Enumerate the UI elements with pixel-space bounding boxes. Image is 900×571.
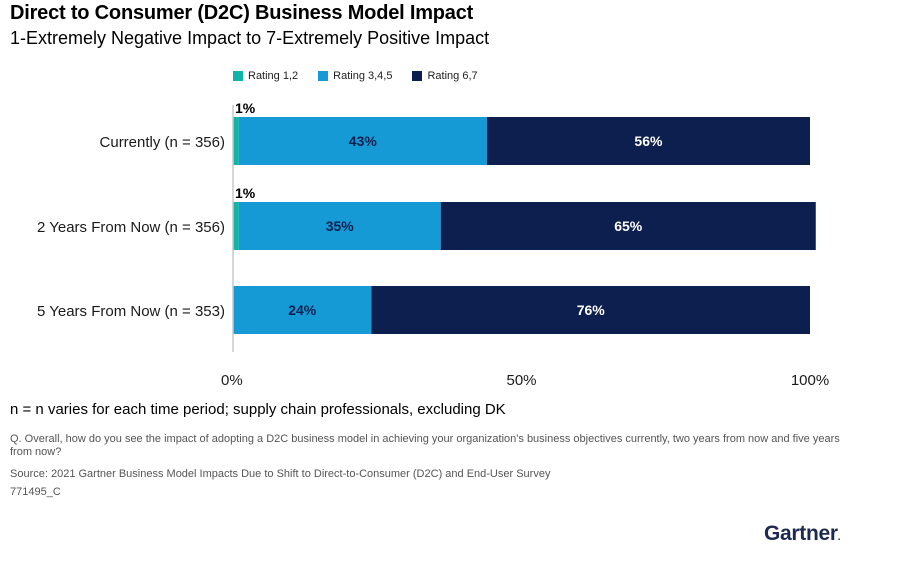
gartner-logo-text: Gartner bbox=[764, 522, 838, 545]
x-tick-label: 50% bbox=[506, 372, 536, 389]
legend-item-rating-6-7: Rating 6,7 bbox=[412, 70, 478, 82]
legend-swatch-rating-3-4-5 bbox=[318, 71, 329, 81]
category-label: Currently (n = 356) bbox=[100, 134, 225, 151]
legend-swatch-rating-1-2 bbox=[233, 71, 243, 81]
category-label: 2 Years From Now (n = 356) bbox=[37, 219, 225, 236]
survey-question: Q. Overall, how do you see the impact of… bbox=[10, 433, 840, 458]
bar-segment bbox=[486, 117, 810, 165]
source-note: Source: 2021 Gartner Business Model Impa… bbox=[10, 468, 551, 480]
sample-note: n = n varies for each time period; suppl… bbox=[10, 401, 506, 418]
bar-segment bbox=[238, 202, 441, 250]
document-id: 771495_C bbox=[10, 486, 61, 498]
legend-label-rating-3-4-5: Rating 3,4,5 bbox=[333, 70, 393, 82]
bar-segment bbox=[233, 202, 239, 250]
legend-item-rating-1-2: Rating 1,2 bbox=[233, 70, 298, 82]
legend-swatch-rating-6-7 bbox=[412, 71, 423, 81]
bar-segment bbox=[440, 202, 816, 250]
data-label: 43% bbox=[349, 133, 378, 149]
bar-segment bbox=[371, 286, 810, 334]
stacked-bar-chart: Currently (n = 356) 1% 43% 56% 2 Years From … bbox=[37, 100, 829, 389]
gartner-logo-mark: . bbox=[837, 532, 841, 543]
bar-segment bbox=[233, 117, 239, 165]
data-label: 1% bbox=[235, 100, 256, 116]
legend-label-rating-1-2: Rating 1,2 bbox=[248, 70, 299, 82]
legend: Rating 1,2 Rating 3,4,5 Rating 6,7 bbox=[233, 70, 478, 82]
data-label: 56% bbox=[634, 133, 663, 149]
chart-title: Direct to Consumer (D2C) Business Model … bbox=[10, 2, 474, 24]
chart-subtitle: 1-Extremely Negative Impact to 7-Extreme… bbox=[10, 28, 490, 48]
data-label: 24% bbox=[288, 302, 317, 318]
bar-segment bbox=[233, 286, 372, 334]
legend-item-rating-3-4-5: Rating 3,4,5 bbox=[318, 70, 392, 82]
data-label: 76% bbox=[577, 302, 606, 318]
gartner-logo: Gartner. bbox=[764, 522, 841, 546]
data-label: 1% bbox=[235, 185, 256, 201]
data-label: 35% bbox=[326, 218, 355, 234]
x-tick-label: 100% bbox=[791, 372, 829, 389]
legend-label-rating-6-7: Rating 6,7 bbox=[427, 70, 478, 82]
data-label: 65% bbox=[614, 218, 643, 234]
bar-segment bbox=[238, 117, 487, 165]
category-label: 5 Years From Now (n = 353) bbox=[37, 303, 225, 320]
x-tick-label: 0% bbox=[221, 372, 243, 389]
